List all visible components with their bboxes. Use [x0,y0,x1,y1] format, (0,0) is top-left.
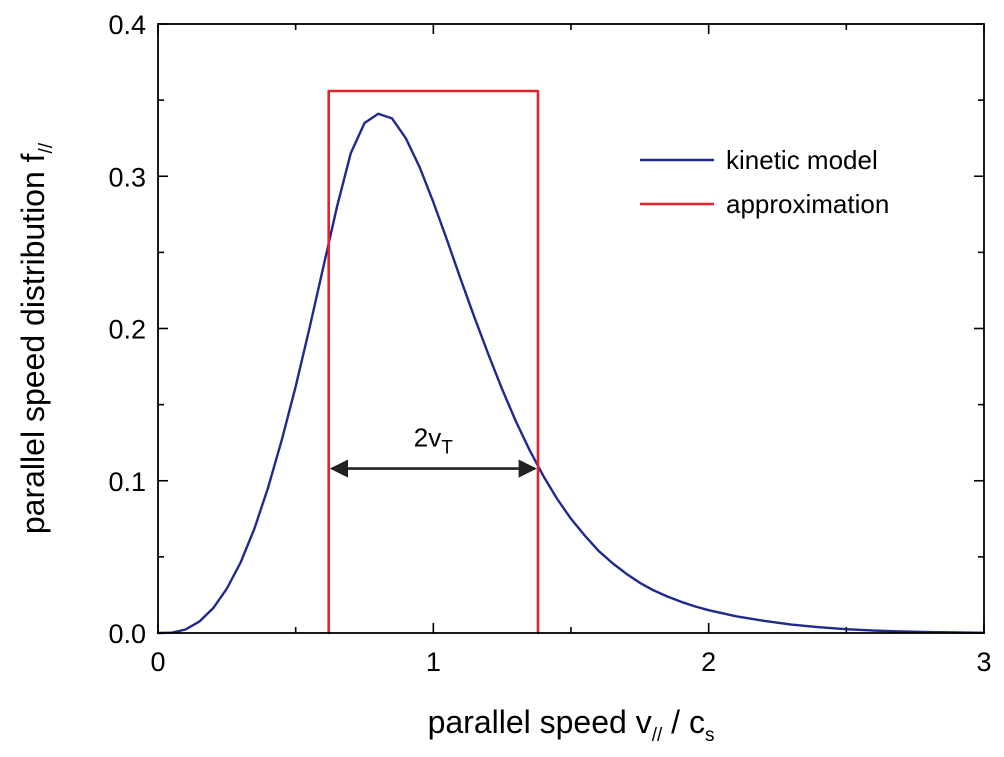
y-tick-label: 0.2 [108,315,146,345]
y-tick-label: 0.1 [108,467,146,497]
y-tick-label: 0.4 [108,10,146,40]
legend: kinetic model approximation [640,145,889,219]
width-label: 2vT [414,423,453,459]
x-axis-title: parallel speed v// / cs [428,704,715,746]
x-tick-label: 2 [701,647,716,677]
x-axis-title-rest: / c [662,704,705,740]
plot-layer [156,89,986,635]
x-ticks: 0 1 2 3 [150,24,992,677]
y-axis-title-sub: // [36,142,57,153]
y-tick-label: 0.0 [108,619,146,649]
x-tick-label: 3 [976,647,991,677]
x-axis-title-sub2: s [705,725,715,746]
y-ticks: 0.0 0.1 0.2 0.3 0.4 [108,10,984,649]
legend-label-kinetic-model: kinetic model [726,145,878,175]
y-axis-title: parallel speed distribution f// [15,142,57,534]
series-line-approximation [327,89,540,635]
x-tick-label: 0 [150,647,165,677]
x-axis-title-sub: // [652,725,663,746]
legend-label-approximation: approximation [726,189,889,219]
y-tick-label: 0.3 [108,162,146,192]
width-label-main: 2v [414,423,441,453]
plot-frame [157,23,985,634]
series-line-kinetic-model [156,112,986,635]
width-label-sub: T [441,438,453,459]
x-axis-title-main: parallel speed v [428,704,652,740]
x-tick-label: 1 [426,647,441,677]
y-axis-title-main: parallel speed distribution f [15,153,51,534]
